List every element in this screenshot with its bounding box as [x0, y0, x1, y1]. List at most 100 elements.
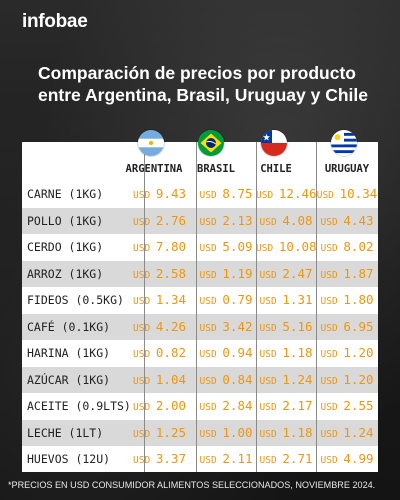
table-row: ARROZ (1KG) USD 2.58 USD 1.19 USD 2.47 USD 1…: [22, 260, 378, 288]
price-cell: USD 9.43: [123, 181, 196, 208]
price-value: 4.26: [155, 318, 186, 334]
currency-label: USD: [256, 190, 279, 201]
table-row: ACEITE (0.9LTS) USD 2.00 USD 2.84 USD 2.17 U…: [22, 393, 378, 420]
currency-label: USD: [133, 269, 151, 281]
currency-label: USD: [133, 296, 151, 307]
table-row: HARINA (1KG) USD 0.82 USD 0.94 USD 1.18 USD …: [22, 340, 378, 367]
price-cell: USD 1.34: [123, 287, 196, 314]
price-cell: USD 8.02: [316, 234, 378, 261]
price-value: 0.79: [222, 292, 253, 307]
price-cell: USD 1.31: [256, 287, 316, 314]
price-cell: USD 2.84: [196, 393, 256, 420]
price-value: 2.13: [222, 212, 253, 228]
price-value: 4.43: [343, 212, 374, 228]
price-value: 7.80: [155, 239, 186, 254]
price-value: 5.09: [222, 239, 253, 254]
price-cell: USD 3.42: [196, 314, 256, 341]
price-cell: USD 4.08: [256, 208, 316, 235]
price-value: 1.19: [222, 265, 253, 281]
price-value: 2.71: [282, 451, 313, 466]
currency-label: USD: [259, 428, 283, 440]
price-value: 1.24: [282, 371, 313, 387]
currency-label: USD: [199, 243, 223, 254]
table-row: AZÚCAR (1KG) USD 1.04 USD 0.84 USD 1.24 USD …: [22, 366, 378, 394]
column-header-argentina: ARGENTINA: [125, 163, 183, 175]
price-cell: USD 4.26: [123, 314, 196, 341]
price-cell: USD 10.34: [316, 181, 378, 208]
price-value: 0.82: [155, 345, 186, 360]
currency-label: USD: [133, 322, 151, 334]
price-cell: USD 1.18: [256, 340, 316, 367]
uruguay-flag-icon: [331, 130, 357, 156]
currency-label: USD: [199, 190, 223, 201]
price-cell: USD 0.82: [123, 340, 196, 367]
price-cell: USD 2.58: [123, 261, 196, 288]
price-cell: USD 1.24: [256, 367, 316, 394]
price-value: 0.94: [222, 345, 253, 360]
price-value: 1.87: [343, 265, 374, 281]
price-cell: USD 4.43: [316, 208, 378, 235]
currency-label: USD: [199, 216, 223, 228]
table-row: CERDO (1KG) USD 7.80 USD 5.09 USD 10.08 USD …: [22, 234, 378, 261]
currency-label: USD: [320, 428, 344, 440]
price-value: 1.80: [343, 292, 374, 307]
price-value: 4.08: [282, 212, 313, 228]
price-value: 10.34: [339, 186, 378, 201]
price-cell: USD 2.13: [196, 208, 256, 235]
currency-label: USD: [320, 349, 344, 360]
price-cell: USD 7.80: [123, 234, 196, 261]
currency-label: USD: [259, 402, 283, 413]
product-label: LECHE (1LT): [27, 425, 104, 440]
currency-label: USD: [133, 349, 151, 360]
price-value: 1.18: [282, 424, 313, 440]
currency-label: USD: [133, 455, 151, 466]
currency-label: USD: [133, 402, 151, 413]
price-cell: USD 0.79: [196, 287, 256, 314]
currency-label: USD: [320, 216, 344, 228]
price-value: 1.20: [343, 345, 374, 360]
price-value: 4.99: [343, 451, 374, 466]
currency-label: USD: [256, 243, 279, 254]
product-label: ARROZ (1KG): [27, 266, 104, 281]
product-label: POLLO (1KG): [27, 213, 104, 228]
column-header-chile: CHILE: [260, 163, 292, 175]
currency-label: USD: [320, 375, 344, 387]
price-cell: USD 5.09: [196, 234, 256, 261]
price-value: 2.55: [343, 398, 374, 413]
price-value: 0.84: [222, 371, 253, 387]
currency-label: USD: [199, 322, 223, 334]
price-cell: USD 10.08: [256, 234, 317, 261]
price-value: 6.95: [343, 318, 374, 334]
infobae-logo: infobae: [22, 11, 88, 32]
currency-label: USD: [320, 296, 344, 307]
price-cell: USD 2.76: [123, 208, 196, 235]
price-value: 1.04: [155, 371, 186, 387]
price-table: [22, 142, 378, 472]
currency-label: USD: [316, 190, 340, 201]
price-cell: USD 3.37: [123, 446, 196, 473]
price-cell: USD 2.71: [256, 446, 316, 473]
column-divider: [316, 142, 317, 472]
price-cell: USD 1.25: [123, 420, 196, 447]
currency-label: USD: [199, 375, 223, 387]
price-cell: USD 1.87: [316, 261, 378, 288]
price-value: 2.47: [282, 265, 313, 281]
price-cell: USD 2.00: [123, 393, 196, 420]
price-value: 2.17: [282, 398, 313, 413]
currency-label: USD: [199, 269, 223, 281]
argentina-flag-icon: [138, 130, 164, 156]
currency-label: USD: [133, 216, 151, 228]
product-label: ACEITE (0.9LTS): [27, 399, 131, 413]
price-value: 2.76: [155, 212, 186, 228]
currency-label: USD: [259, 455, 283, 466]
chile-flag-icon: [261, 130, 287, 156]
price-value: 1.34: [155, 292, 186, 307]
price-cell: USD 4.99: [316, 446, 378, 473]
price-cell: USD 2.55: [316, 393, 378, 420]
currency-label: USD: [199, 296, 223, 307]
currency-label: USD: [259, 296, 283, 307]
currency-label: USD: [320, 243, 344, 254]
price-value: 1.00: [222, 424, 253, 440]
table-row: CARNE (1KG) USD 9.43 USD 8.75 USD 12.46 USD …: [22, 181, 378, 208]
table-row: CAFÉ (0.1KG) USD 4.26 USD 3.42 USD 5.16 USD …: [22, 313, 378, 341]
